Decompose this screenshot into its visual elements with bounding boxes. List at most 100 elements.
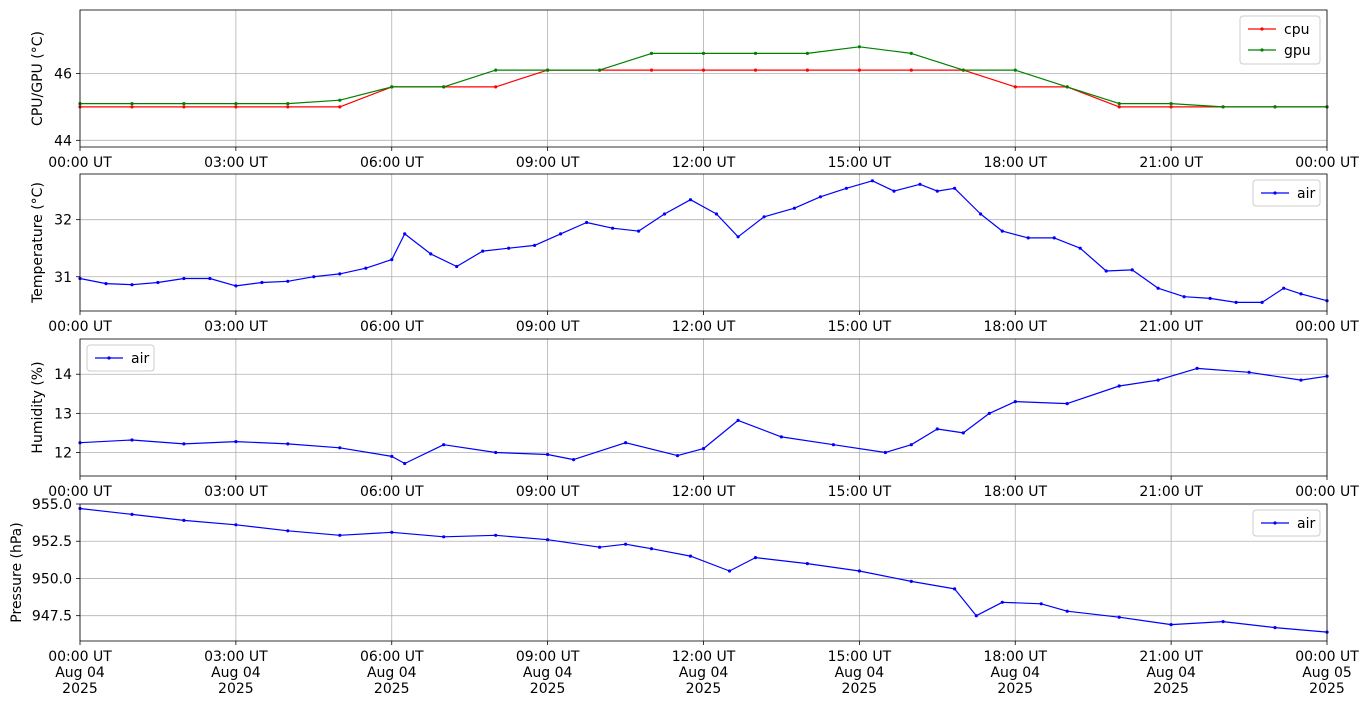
x-tick-label: 15:00 UT (828, 155, 892, 171)
legend: air (86, 344, 155, 372)
data-point-air (935, 189, 939, 193)
data-point-air (1260, 300, 1264, 304)
data-point-air (260, 280, 264, 285)
x-tick-label: 18:00 UT (983, 155, 1047, 171)
data-point-gpu (598, 68, 602, 72)
data-point-cpu (338, 105, 342, 109)
data-point-gpu (1221, 105, 1225, 109)
data-point-air (1117, 384, 1121, 388)
data-point-gpu (909, 51, 913, 56)
data-point-air (507, 246, 511, 250)
data-point-gpu (805, 51, 810, 56)
data-point-air (1273, 626, 1277, 630)
data-point-air (1299, 292, 1303, 296)
data-point-cpu (753, 68, 758, 72)
y-tick-label: 952.5 (32, 534, 72, 550)
data-point-air (935, 427, 939, 431)
data-point-air (1078, 246, 1082, 250)
legend: air (1252, 509, 1321, 537)
data-point-air (585, 220, 589, 225)
x-tick-label: 00:00 UT (1295, 484, 1359, 500)
x-tick-label: 00:00 UT (1295, 155, 1359, 171)
data-point-air (429, 252, 433, 256)
x-tick-label: 00:00 UT (1295, 319, 1359, 335)
x-tick-label: 12:00 UT (672, 484, 736, 500)
data-point-air (611, 226, 615, 230)
legend: cpu gpu (1239, 15, 1321, 65)
data-point-air (1104, 269, 1108, 273)
x-tick-label: 12:00 UT (672, 319, 736, 335)
legend-label-air: air (1297, 186, 1315, 202)
data-point-air (662, 212, 667, 216)
data-point-air (182, 442, 186, 446)
data-point-cpu (234, 105, 238, 109)
data-point-air (455, 264, 459, 269)
x-tick-label: 15:00 UT (828, 319, 892, 335)
data-point-air (979, 212, 983, 216)
legend-marker-cpu (1260, 27, 1264, 31)
data-point-air (701, 447, 706, 451)
data-point-air (130, 438, 134, 442)
y-tick-label: 31 (54, 270, 72, 286)
data-point-air (1039, 602, 1043, 606)
data-point-air (234, 284, 238, 288)
data-point-air (1013, 400, 1017, 404)
chart-panel-2: 00:00 UT 03:00 UT 06:00 UT 09:00 UT 12:00 UT… (30, 173, 1359, 335)
x-tick-label: 21:00 UT (1139, 155, 1203, 171)
data-point-air (338, 272, 342, 276)
data-point-air (1195, 366, 1199, 370)
data-point-gpu (338, 98, 342, 102)
x-tick-label: 15:00 UT Aug 04 2025 (828, 649, 892, 697)
data-point-air (312, 275, 316, 279)
data-point-air (870, 179, 875, 183)
x-tick-label: 18:00 UT (983, 319, 1047, 335)
data-point-air (736, 235, 740, 239)
x-tick-label: 03:00 UT Aug 04 2025 (204, 649, 268, 697)
data-point-cpu (909, 68, 913, 72)
data-point-air (403, 461, 407, 466)
data-point-air (714, 212, 719, 216)
x-tick-label: 18:00 UT Aug 04 2025 (983, 649, 1047, 697)
data-point-cpu (130, 105, 134, 109)
data-point-gpu (649, 51, 654, 56)
data-point-air (974, 614, 978, 618)
data-point-cpu (1169, 105, 1173, 109)
data-point-air (805, 562, 810, 566)
data-point-air (286, 442, 290, 446)
data-point-air (1130, 268, 1134, 272)
data-point-air (831, 443, 836, 447)
data-point-air (792, 206, 797, 210)
data-point-air (1156, 378, 1160, 382)
data-point-gpu (442, 85, 446, 89)
chart-panel-4: 00:00 UT Aug 04 2025 03:00 UT Aug 04 2025 06:0… (9, 497, 1359, 697)
legend-label-air: air (131, 351, 149, 367)
legend-marker-air (1273, 521, 1277, 525)
data-point-air (1117, 615, 1121, 619)
x-tick-label: 21:00 UT (1139, 319, 1203, 335)
y-axis-label: Temperature (°C) (30, 182, 46, 304)
data-point-air (182, 518, 186, 523)
data-point-gpu (1273, 105, 1277, 109)
plot-frame (79, 9, 1328, 148)
data-point-air (762, 215, 766, 219)
y-tick-label: 955.0 (32, 497, 72, 513)
data-point-air (1282, 286, 1286, 290)
data-point-air (961, 431, 965, 435)
x-tick-label: 09:00 UT (516, 484, 580, 500)
x-tick-label: 12:00 UT (672, 155, 736, 171)
data-point-air (918, 182, 922, 186)
data-point-air (390, 454, 394, 458)
data-point-air (1247, 370, 1251, 374)
data-point-air (1026, 236, 1030, 240)
chart-panel-3: 00:00 UT 03:00 UT 06:00 UT 09:00 UT 12:00 UT… (30, 338, 1359, 500)
legend-label-gpu: gpu (1284, 43, 1311, 59)
legend: air (1252, 179, 1321, 207)
legend-label-air: air (1297, 516, 1315, 532)
data-point-gpu (857, 45, 862, 49)
data-point-air (1208, 296, 1212, 300)
y-axis-label: CPU/GPU (°C) (30, 31, 46, 126)
data-point-air (598, 545, 602, 549)
data-point-gpu (753, 51, 758, 56)
y-tick-label: 32 (54, 213, 72, 229)
data-point-air (675, 454, 680, 458)
